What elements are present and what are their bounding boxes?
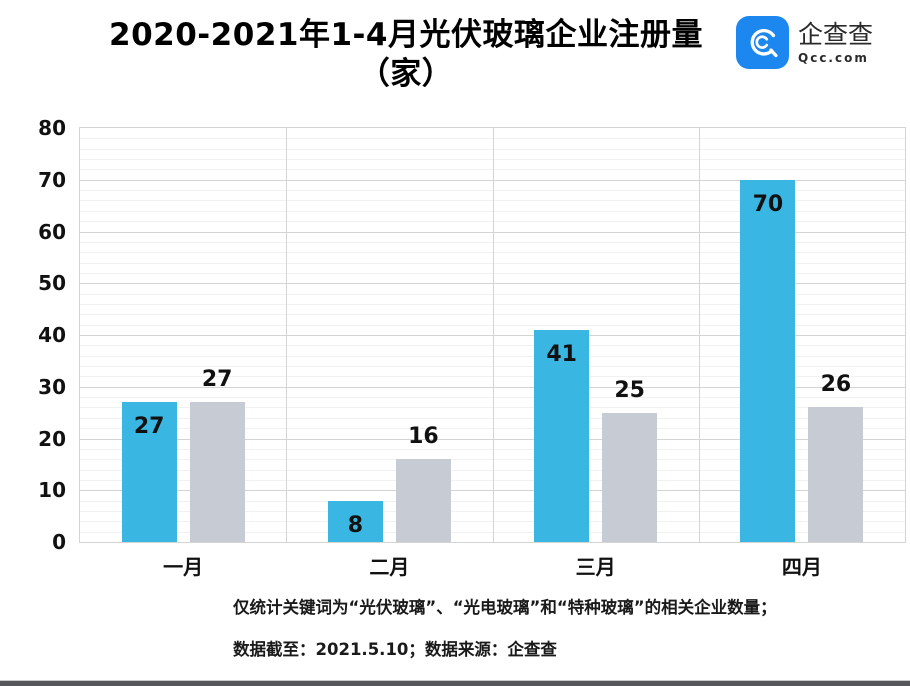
bar-value-label: 16 xyxy=(408,424,439,450)
x-axis: 一月 二月 三月 四月 xyxy=(80,551,905,579)
chart-title-line1: 2020-2021年1-4月光伏玻璃企业注册量 xyxy=(109,17,703,53)
footnote: 仅统计关键词为“光伏玻璃”、“光电玻璃”和“特种玻璃”的相关企业数量； 数据截至… xyxy=(233,597,777,681)
qcc-logo-name: 企查查 xyxy=(798,19,874,49)
y-tick-label: 40 xyxy=(38,323,66,347)
x-category-label: 四月 xyxy=(781,555,822,579)
blue-bar-四月 xyxy=(740,179,796,542)
bottom-border xyxy=(0,680,910,686)
gray-bar-三月 xyxy=(602,412,658,542)
category-separator xyxy=(286,128,288,542)
x-category-label: 三月 xyxy=(575,555,616,579)
y-tick-label: 20 xyxy=(38,426,66,451)
chart-title: 2020-2021年1-4月光伏玻璃企业注册量 （家） xyxy=(0,16,812,94)
blue-bar-一月 xyxy=(121,402,177,542)
blue-bar-三月 xyxy=(534,329,590,542)
gray-bar-一月 xyxy=(189,402,245,542)
gray-bar-四月 xyxy=(808,407,864,542)
blue-bar-二月 xyxy=(327,500,383,542)
footnote-line1: 仅统计关键词为“光伏玻璃”、“光电玻璃”和“特种玻璃”的相关企业数量； xyxy=(233,598,777,617)
y-axis: 0 10 20 30 40 50 60 70 80 xyxy=(0,116,66,554)
bar-value-label: 27 xyxy=(201,367,233,393)
bar-value-label: 8 xyxy=(347,512,364,538)
bar-value-label: 70 xyxy=(752,191,784,217)
y-tick-label: 0 xyxy=(52,530,66,554)
bar-value-label: 25 xyxy=(614,377,645,403)
y-tick-label: 80 xyxy=(38,116,66,140)
y-tick-label: 10 xyxy=(38,478,66,503)
chart-title-line2: （家） xyxy=(358,56,454,92)
footnote-line2: 数据截至：2021.5.10；数据来源：企查查 xyxy=(233,640,557,659)
gray-bar-二月 xyxy=(395,459,451,542)
plot-area: 27 8 41 70 27 16 25 26 xyxy=(79,127,906,543)
qcc-logo-icon xyxy=(736,16,789,69)
qcc-logo-text: 企查查 Qcc.com xyxy=(798,20,873,66)
bar-value-label: 27 xyxy=(133,414,165,440)
qcc-logo: 企查查 Qcc.com xyxy=(736,16,873,69)
bar-value-label: 41 xyxy=(546,341,577,367)
bar-value-label: 26 xyxy=(820,372,852,398)
category-separator xyxy=(492,128,494,542)
x-category-label: 一月 xyxy=(163,555,204,579)
x-category-label: 二月 xyxy=(369,555,410,579)
y-tick-label: 60 xyxy=(38,219,66,244)
y-tick-label: 70 xyxy=(38,167,66,192)
y-tick-label: 30 xyxy=(38,374,66,399)
category-separator xyxy=(698,128,700,542)
qcc-logo-domain: Qcc.com xyxy=(798,50,869,65)
y-tick-label: 50 xyxy=(38,271,66,296)
